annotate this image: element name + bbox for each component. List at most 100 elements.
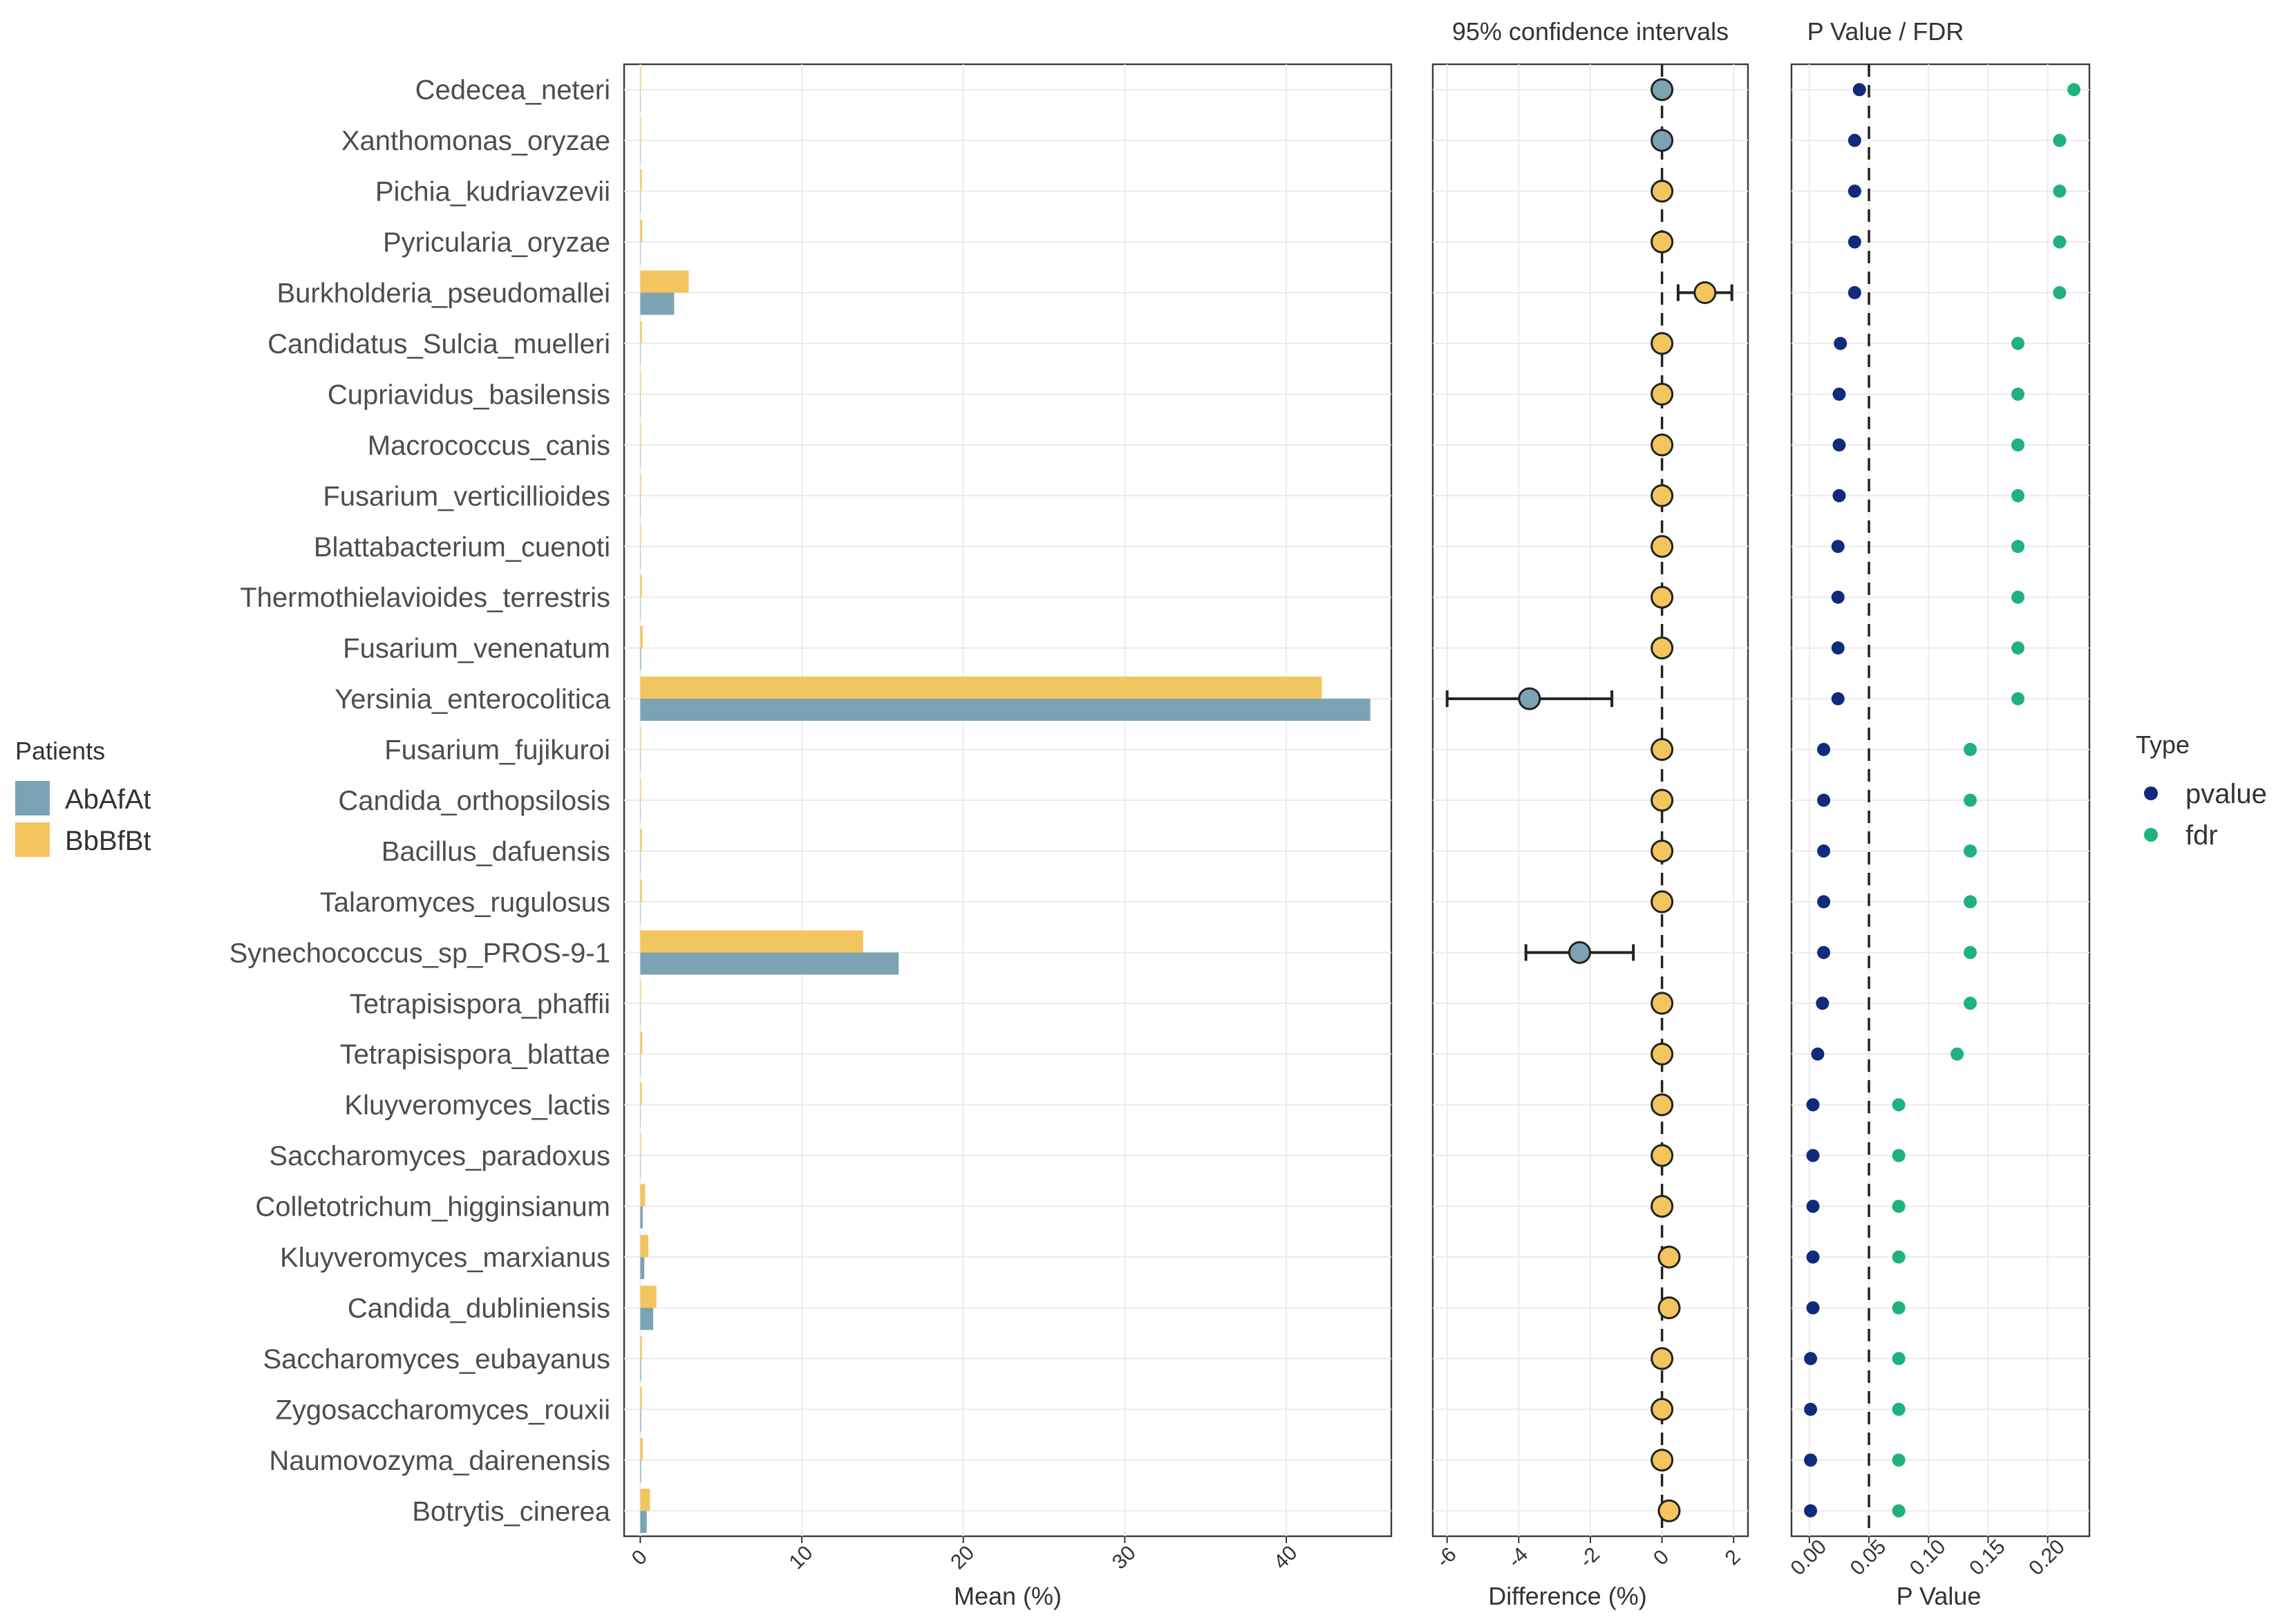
bar-bbbfbt xyxy=(640,778,641,800)
ci-point xyxy=(1651,789,1674,812)
bar-bbbfbt xyxy=(640,321,642,343)
species-label: Cupriavidus_basilensis xyxy=(328,379,610,410)
species-label: Zygosaccharomyces_rouxii xyxy=(275,1395,610,1425)
pvalue-point xyxy=(1852,83,1866,97)
bar-bbbfbt xyxy=(640,1437,643,1460)
fdr-point xyxy=(2053,133,2067,147)
x-tick-label: 30 xyxy=(1108,1541,1140,1574)
fdr-point xyxy=(1892,1149,1906,1162)
fdr-point xyxy=(2053,286,2067,300)
species-label: Kluyveromyces_marxianus xyxy=(280,1243,610,1273)
fdr-point xyxy=(2067,83,2081,97)
ci-point xyxy=(1651,1144,1674,1167)
bar-x-ticks: 0 10 20 30 40 xyxy=(628,1536,1302,1574)
bar-abafat xyxy=(640,1409,641,1432)
bar-abafat xyxy=(640,952,899,975)
bar-bbbfbt xyxy=(640,829,642,851)
ci-point xyxy=(1568,941,1591,964)
species-label: Colletotrichum_higginsianum xyxy=(255,1192,610,1222)
legend-patients-title: Patients xyxy=(15,737,105,765)
bar-bbbfbt xyxy=(640,1184,646,1207)
fdr-point xyxy=(1892,1250,1906,1264)
pvalue-point xyxy=(1804,1352,1818,1366)
pvalue-point xyxy=(1832,387,1846,401)
pvalue-point xyxy=(1811,1047,1825,1061)
species-label: Blattabacterium_cuenoti xyxy=(314,532,610,563)
bar-bbbfbt xyxy=(640,879,642,902)
ci-point xyxy=(1651,230,1674,254)
bar-bbbfbt xyxy=(640,67,641,90)
ci-point xyxy=(1651,180,1674,203)
fdr-point xyxy=(2011,387,2025,401)
pvalue-point xyxy=(1816,997,1830,1010)
species-label: Saccharomyces_paradoxus xyxy=(269,1141,610,1171)
bar-bbbfbt xyxy=(640,1082,642,1105)
bar-bbbfbt xyxy=(640,524,641,547)
species-label: Saccharomyces_eubayanus xyxy=(263,1344,610,1375)
bar-bbbfbt xyxy=(640,1032,643,1055)
fdr-point xyxy=(2011,337,2025,350)
ci-point xyxy=(1651,433,1674,457)
bar-abafat xyxy=(640,699,1371,721)
legend-swatch-bbbfbt xyxy=(15,822,50,857)
fdr-point xyxy=(1892,1098,1906,1112)
species-label: Tetrapisispora_phaffii xyxy=(350,989,610,1019)
species-label: Fusarium_venenatum xyxy=(343,634,610,664)
legend-swatch-abafat xyxy=(15,781,50,815)
x-tick-label: 0 xyxy=(1649,1545,1673,1569)
ci-point xyxy=(1651,535,1674,558)
species-label: Candida_dubliniensis xyxy=(348,1293,610,1323)
x-tick-label: 0 xyxy=(628,1545,652,1569)
ci-point xyxy=(1651,738,1674,762)
pvalue-point xyxy=(1817,945,1831,959)
bar-bbbfbt xyxy=(640,1235,649,1258)
bar-bbbfbt xyxy=(640,1336,642,1359)
ci-point xyxy=(1651,1042,1674,1066)
ci-point xyxy=(1657,1296,1681,1319)
legend-dot-fdr xyxy=(2144,828,2158,842)
ci-point xyxy=(1651,1093,1674,1117)
species-label: Macrococcus_canis xyxy=(368,431,610,461)
species-label: Thermothielavioides_terrestris xyxy=(240,583,610,613)
species-label: Kluyveromyces_lactis xyxy=(344,1090,610,1121)
ci-point xyxy=(1651,636,1674,660)
ci-point xyxy=(1651,585,1674,609)
fdr-point xyxy=(1892,1453,1906,1467)
pvalue-x-axis-title: P Value xyxy=(1897,1582,1982,1610)
pvalue-point xyxy=(1806,1301,1820,1314)
fdr-point xyxy=(2053,235,2067,249)
pvalue-point xyxy=(1832,438,1846,452)
pvalue-point xyxy=(1817,793,1831,807)
fdr-point xyxy=(1964,743,1977,757)
fdr-point xyxy=(1964,793,1977,807)
bar-bbbfbt xyxy=(640,575,642,598)
bar-bbbfbt xyxy=(640,372,641,395)
species-label: Naumovozyma_dairenensis xyxy=(269,1446,610,1476)
legend-patients: Patients AbAfAt BbBfBt xyxy=(15,737,151,857)
x-tick-label: 10 xyxy=(785,1541,818,1574)
ci-point xyxy=(1651,839,1674,862)
bar-bbbfbt xyxy=(640,169,642,191)
pvalue-point xyxy=(1806,1149,1820,1162)
x-tick-label: 0.15 xyxy=(1965,1536,2010,1580)
bar-abafat xyxy=(640,1511,647,1533)
pvalue-panel-title: P Value / FDR xyxy=(1807,17,1964,46)
species-label: Pichia_kudriavzevii xyxy=(375,177,610,207)
bar-bbbfbt xyxy=(640,422,641,445)
pvalue-panel: P Value / FDR 0.00 0.05 0.10 0.15 0.20 P Val… xyxy=(1786,17,2091,1610)
legend-dot-pvalue xyxy=(2144,786,2158,800)
ci-panel-title: 95% confidence intervals xyxy=(1452,17,1729,46)
pvalue-point xyxy=(1847,286,1861,300)
fdr-point xyxy=(1950,1047,1964,1061)
pvalue-point xyxy=(1804,1504,1818,1518)
bar-abafat xyxy=(640,1206,643,1229)
legend-type: Type pvalue fdr xyxy=(2136,730,2267,851)
ci-point xyxy=(1651,1347,1674,1370)
ci-x-ticks: -6 -4 -2 0 2 xyxy=(1432,1536,1745,1572)
x-tick-label: -6 xyxy=(1432,1543,1461,1572)
bar-bbbfbt xyxy=(640,118,641,141)
bar-abafat xyxy=(640,1460,641,1482)
ci-point xyxy=(1651,1195,1674,1218)
bar-bbbfbt xyxy=(640,930,863,953)
bar-x-axis-title: Mean (%) xyxy=(954,1582,1062,1610)
